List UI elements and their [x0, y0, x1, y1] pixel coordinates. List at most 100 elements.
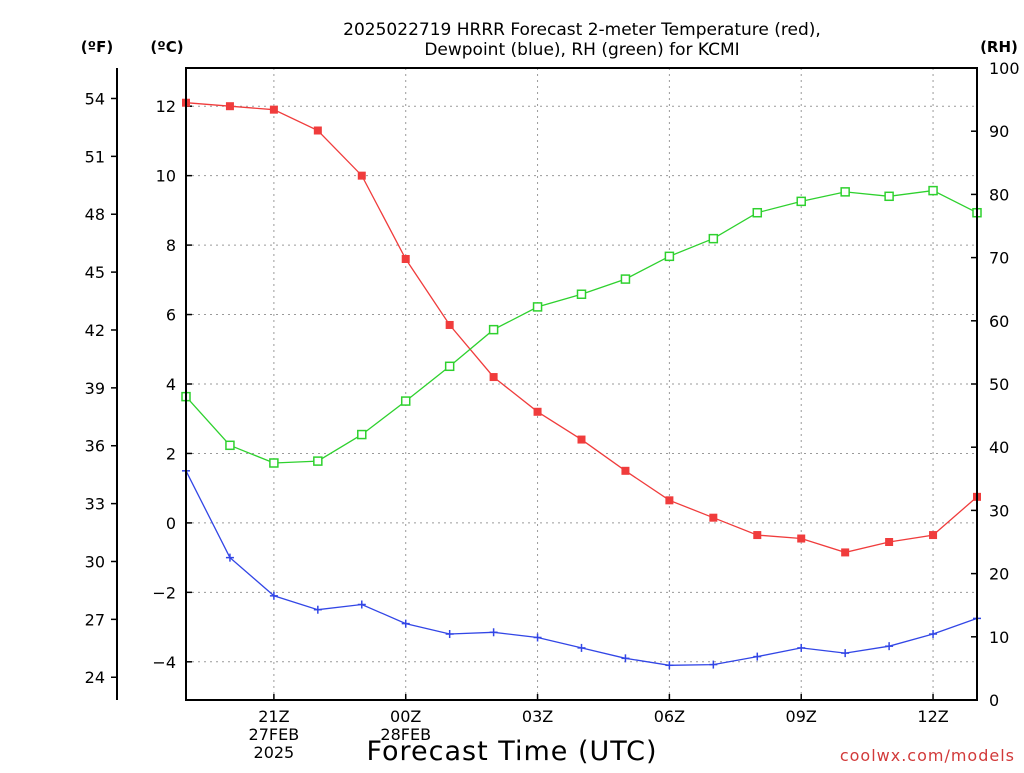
fahrenheit-tick-label: 45 [85, 263, 105, 282]
rh-point [928, 185, 938, 196]
dewpoint-point [313, 605, 322, 614]
time-tick-label: 27FEB [249, 725, 300, 744]
fahrenheit-unit-label: (ºF) [81, 38, 113, 56]
time-tick-label: 21Z [258, 707, 289, 726]
dewpoint-point [445, 630, 454, 639]
time-tick-label: 2025 [254, 743, 295, 762]
rh-point [576, 289, 587, 300]
time-tick-label: 12Z [917, 707, 948, 726]
rh-point [313, 456, 323, 466]
time-tick-label: 09Z [786, 707, 817, 726]
dewpoint-point [885, 642, 894, 651]
rh-point [708, 233, 719, 244]
celsius-tick-label: 10 [156, 167, 176, 186]
axis-ticks: 121086420−2−4545148454239363330272410090… [85, 59, 1020, 762]
fahrenheit-tick-label: 42 [85, 321, 105, 340]
rh-tick-label: 0 [989, 691, 999, 710]
temperature-point [929, 531, 938, 540]
dewpoint-point [797, 643, 806, 652]
dewpoint-point [489, 628, 498, 637]
celsius-tick-label: 2 [166, 444, 176, 463]
rh-point [488, 324, 499, 335]
fahrenheit-tick-label: 36 [85, 437, 105, 456]
temperature-point [357, 171, 366, 180]
watermark: coolwx.com/models [840, 746, 1015, 765]
rh-point [752, 207, 763, 218]
celsius-tick-label: 8 [166, 236, 176, 255]
rh-tick-label: 20 [989, 565, 1009, 584]
rh-unit-label: (RH) [980, 38, 1018, 56]
dewpoint-point [577, 643, 586, 652]
rh-tick-label: 50 [989, 375, 1009, 394]
temperature-point [489, 373, 498, 382]
fahrenheit-tick-label: 54 [85, 89, 105, 108]
dewpoint-line [185, 470, 978, 666]
temperature-point [533, 407, 542, 416]
rh-tick-label: 100 [989, 59, 1020, 78]
dewpoint-point [841, 649, 850, 658]
rh-tick-label: 60 [989, 312, 1009, 331]
fahrenheit-tick-label: 33 [85, 495, 105, 514]
temperature-point [797, 534, 806, 543]
celsius-tick-label: 12 [156, 97, 176, 116]
time-tick-label: 00Z [390, 707, 421, 726]
temperature-point [225, 102, 234, 111]
dewpoint-point [225, 553, 234, 562]
dewpoint-point [533, 633, 542, 642]
temperature-point [665, 496, 674, 505]
fahrenheit-tick-label: 39 [85, 379, 105, 398]
temperature-point [401, 254, 410, 263]
dewpoint-point [709, 660, 718, 669]
temperature-point [841, 548, 850, 557]
dewpoint-point [621, 654, 630, 663]
celsius-unit-label: (ºC) [150, 38, 183, 56]
rh-line [185, 189, 978, 464]
celsius-tick-label: 6 [166, 306, 176, 325]
rh-point [269, 458, 279, 468]
rh-tick-label: 80 [989, 185, 1009, 204]
dewpoint-point [753, 652, 762, 661]
rh-tick-label: 30 [989, 501, 1009, 520]
fahrenheit-tick-label: 24 [85, 668, 105, 687]
fahrenheit-tick-label: 48 [85, 205, 105, 224]
time-tick-label: 06Z [654, 707, 685, 726]
temperature-point [577, 435, 586, 444]
celsius-tick-label: −4 [152, 653, 176, 672]
celsius-tick-label: 4 [166, 375, 176, 394]
rh-tick-label: 10 [989, 628, 1009, 647]
dewpoint-point [665, 661, 674, 670]
temperature-point [621, 466, 630, 475]
time-tick-label: 28FEB [380, 725, 431, 744]
rh-point [884, 191, 894, 202]
dewpoint-point [401, 619, 410, 628]
temperature-point [445, 320, 454, 329]
rh-point [357, 429, 367, 440]
dewpoint-point [357, 600, 366, 609]
rh-tick-label: 40 [989, 438, 1009, 457]
x-axis-title: Forecast Time (UTC) [366, 736, 657, 767]
temperature-point [313, 126, 322, 135]
chart-title-line-2: Dewpoint (blue), RH (green) for KCMI [424, 40, 739, 60]
rh-point [444, 361, 455, 372]
dewpoint-point [269, 591, 278, 600]
chart-title-line-1: 2025022719 HRRR Forecast 2-meter Tempera… [343, 20, 821, 40]
temperature-point [753, 531, 762, 540]
temperature-point [709, 513, 718, 522]
rh-point [840, 187, 850, 197]
rh-tick-label: 70 [989, 249, 1009, 268]
fahrenheit-tick-label: 51 [85, 147, 105, 166]
fahrenheit-tick-label: 30 [85, 552, 105, 571]
temperature-point [269, 105, 278, 114]
temperature-point [885, 538, 894, 546]
rh-point [796, 196, 806, 207]
celsius-tick-label: −2 [152, 583, 176, 602]
dewpoint-point [929, 630, 938, 639]
celsius-tick-label: 0 [166, 514, 176, 533]
rh-point [400, 396, 411, 406]
fahrenheit-tick-label: 27 [85, 610, 105, 629]
time-tick-label: 03Z [522, 707, 553, 726]
rh-point [225, 440, 235, 451]
rh-point [620, 274, 631, 284]
rh-tick-label: 90 [989, 122, 1009, 141]
